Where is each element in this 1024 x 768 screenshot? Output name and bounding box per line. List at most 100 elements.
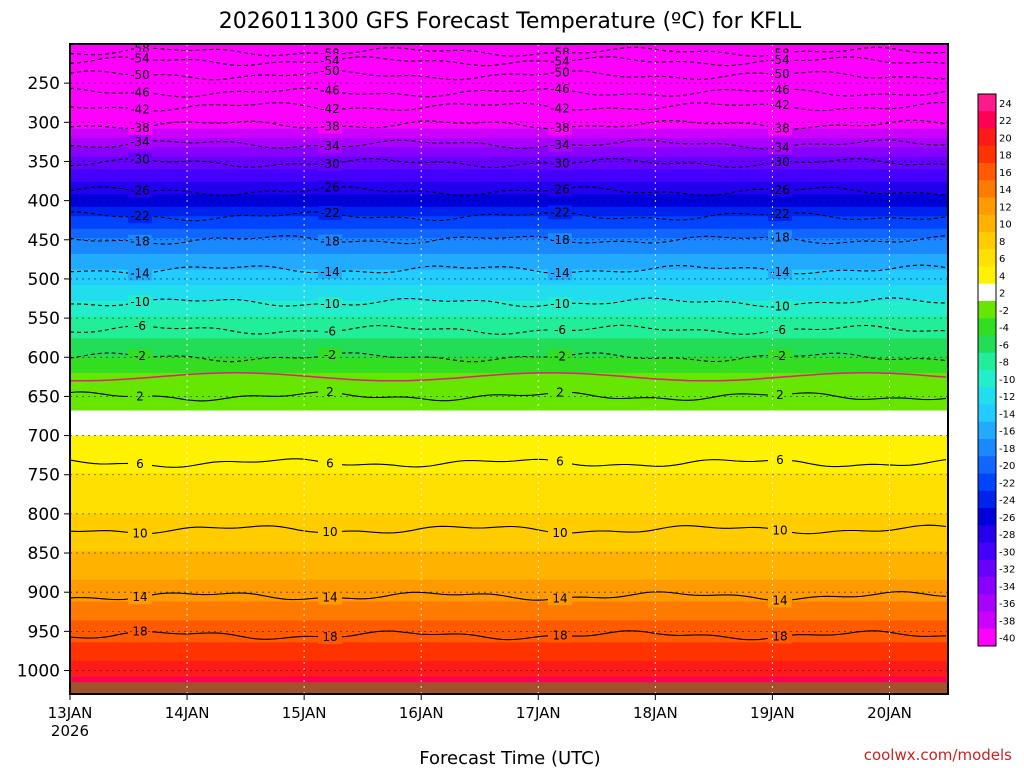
temperature-band (70, 432, 948, 437)
contour-label: -58 (130, 42, 150, 56)
temperature-band (70, 282, 948, 286)
x-tick-label: 16JAN (399, 704, 444, 722)
contour-label: -46 (130, 86, 150, 100)
ground-strip (70, 682, 948, 694)
temperature-band (70, 131, 948, 136)
contour-label-bg (318, 206, 342, 221)
temperature-band (70, 476, 948, 481)
temperature-band (70, 357, 948, 361)
temperature-band (70, 444, 948, 449)
temperature-band (70, 291, 948, 296)
contour-label-bg (318, 234, 342, 249)
temperature-band (70, 116, 948, 120)
contour-label-bg (768, 299, 792, 314)
temperature-band (70, 413, 948, 418)
colorbar-label: -24 (999, 496, 1015, 507)
temperature-band (70, 385, 948, 390)
colorbar-label: 6 (999, 254, 1005, 265)
temperature-band (70, 219, 948, 224)
contour-label-bg (128, 44, 152, 56)
colorbar-swatch (978, 628, 996, 647)
contour-line (70, 591, 947, 602)
temperature-band (70, 567, 948, 571)
temperature-band (70, 520, 948, 524)
contour-label: -30 (770, 155, 790, 169)
colorbar-swatch (978, 214, 996, 233)
contour-label-bg (128, 590, 152, 605)
temperature-band (70, 573, 948, 578)
y-tick-label: 550 (28, 309, 60, 329)
colorbar-label: 20 (999, 133, 1012, 144)
contour-label-bg (318, 264, 342, 279)
temperature-band (70, 610, 948, 615)
contour-label-bg (318, 119, 342, 134)
y-tick-label: 500 (28, 270, 60, 290)
y-tick-label: 950 (28, 622, 60, 642)
temperature-band (70, 112, 948, 117)
contour-label: -26 (320, 181, 340, 195)
y-tick-label: 350 (28, 152, 60, 172)
colorbar-label: -32 (999, 565, 1015, 576)
contour-label: -50 (770, 67, 790, 81)
temperature-band (70, 560, 948, 565)
temperature-band (70, 313, 948, 318)
temperature-band (70, 382, 948, 387)
temperature-band (70, 517, 948, 521)
contour-label: -38 (130, 121, 150, 135)
contour-label-bg (768, 52, 792, 67)
colorbar-label: 2 (999, 289, 1005, 300)
temperature-band (70, 269, 948, 274)
temperature-band (70, 670, 948, 675)
temperature-band (70, 460, 948, 465)
contour-label: 10 (772, 523, 787, 537)
temperature-band (70, 632, 948, 637)
contour-label: -50 (550, 65, 570, 79)
temperature-band (70, 419, 948, 424)
y-tick-label: 250 (28, 74, 60, 94)
contour-label: 2 (326, 385, 334, 399)
temperature-band (70, 479, 948, 484)
contour-label: -14 (320, 265, 340, 279)
colorbar-swatch (978, 197, 996, 216)
colorbar-label: -18 (999, 444, 1015, 455)
contour-label: -2 (134, 349, 146, 363)
contour-label-bg (768, 140, 792, 155)
contour-label: -34 (550, 138, 570, 152)
y-tick-label: 800 (28, 505, 60, 525)
temperature-band (70, 253, 948, 258)
temperature-band (70, 366, 948, 371)
temperature-band (70, 94, 948, 98)
temperature-band (70, 545, 948, 549)
temperature-band (70, 614, 948, 618)
contour-label-bg (548, 65, 572, 80)
temperature-band (70, 350, 948, 355)
contour-label-bg (128, 85, 152, 100)
contour-label: -34 (130, 135, 150, 149)
temperature-band (70, 410, 948, 415)
temperature-band (70, 554, 948, 559)
colorbar-swatch (978, 266, 996, 285)
contour-label: 14 (132, 590, 147, 604)
temperature-band (70, 134, 948, 139)
contour-label-bg (768, 264, 792, 279)
temperature-band (70, 507, 948, 512)
colorbar-swatch (978, 318, 996, 336)
colorbar-label: -38 (999, 616, 1015, 627)
contour-label: -10 (320, 297, 340, 311)
temperature-band (70, 65, 948, 70)
temperature-band (70, 676, 948, 681)
temperature-band (70, 78, 948, 83)
temperature-band (70, 222, 948, 227)
colorbar: 24 22 20 18 16 14 12 10 8 6 4 2 -2 -4 -6 -8 -10 -12 -14 -16… (977, 93, 1015, 647)
colorbar-label: -8 (999, 358, 1009, 369)
contour-label: 2 (776, 388, 784, 402)
contour-label-bg (128, 319, 152, 334)
temperature-band (70, 304, 948, 308)
x-axis-label: Forecast Time (UTC) (419, 748, 600, 768)
contour-line (70, 391, 947, 402)
credit-text: coolwx.com/models (864, 746, 1012, 764)
temperature-band (70, 44, 948, 48)
temperature-band (70, 288, 948, 293)
contour-label: -46 (550, 82, 570, 96)
temperature-band (70, 50, 948, 54)
